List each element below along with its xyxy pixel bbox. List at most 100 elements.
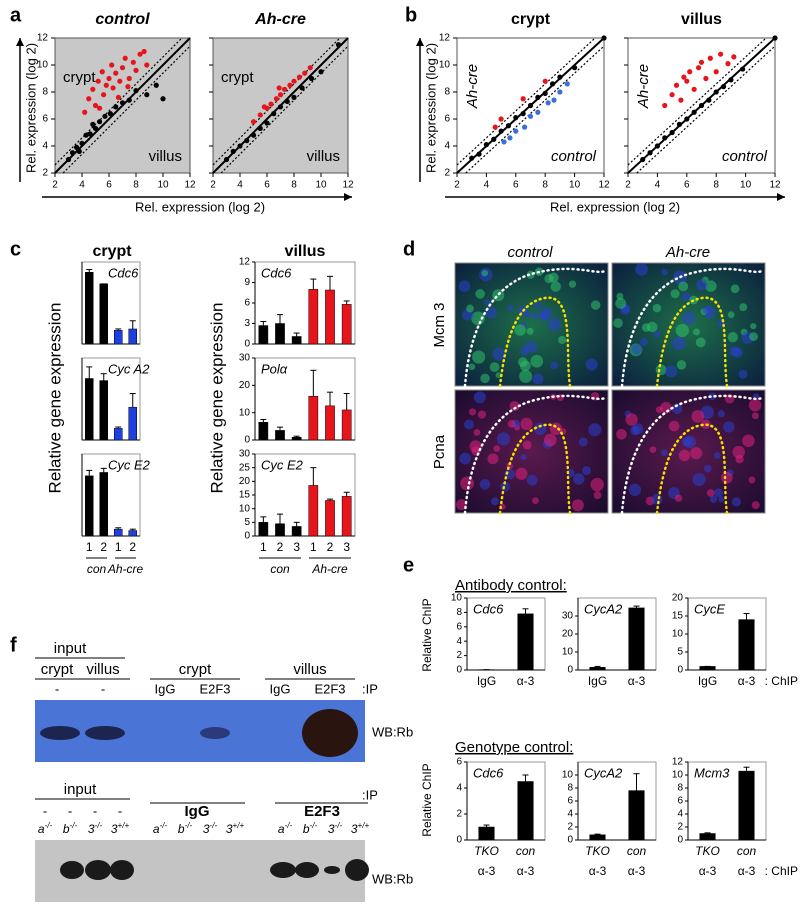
point (103, 82, 109, 88)
point (110, 85, 116, 91)
error-bar (100, 467, 107, 473)
nucleus (468, 363, 476, 371)
nucleus (748, 476, 756, 484)
diagonal (465, 45, 605, 174)
point (90, 121, 96, 127)
x-tick-label: 1 (310, 540, 317, 554)
nucleus (489, 362, 500, 373)
y-tick-label: 6 (42, 114, 48, 125)
y-tick-label: 9 (244, 277, 250, 288)
point (244, 138, 250, 144)
genotype-base: a (278, 822, 285, 836)
y-tick-label: 0 (244, 435, 250, 446)
nucleus (485, 306, 498, 319)
y-tick-label: 2 (456, 809, 462, 820)
y-tick-label: 25 (239, 462, 251, 473)
point (713, 89, 719, 95)
nucleus (723, 421, 735, 433)
point (572, 65, 578, 71)
point (83, 132, 89, 138)
error-bar (704, 832, 711, 834)
error-bar (293, 332, 300, 337)
chip-label: : ChIP (765, 674, 798, 688)
genotype-sup: -/- (160, 821, 168, 830)
genotype-sup: -/- (185, 821, 193, 830)
point (713, 69, 719, 75)
nucleus (717, 410, 725, 418)
bar (291, 526, 302, 537)
point (698, 102, 705, 109)
y-tick-label: 10 (672, 629, 684, 640)
y-tick-label: 0 (567, 665, 573, 676)
error-bar (310, 369, 317, 397)
point (268, 101, 274, 107)
error-bar (129, 320, 136, 329)
point (92, 125, 99, 132)
genotype-base: b (178, 822, 185, 836)
chart-title: Ah-cre (254, 11, 306, 28)
y-tick-label: 8 (567, 783, 573, 794)
y-tick-label: 6 (456, 621, 462, 632)
point (740, 66, 746, 72)
y-tick-label: 15 (672, 611, 684, 622)
outline (620, 394, 764, 515)
nucleus (540, 314, 547, 322)
bar (308, 396, 319, 441)
bar (99, 380, 108, 441)
point (250, 132, 257, 138)
y-tick-label: 2 (567, 822, 573, 833)
point (647, 150, 653, 156)
point (469, 155, 475, 161)
y-tick-label: 0 (244, 339, 250, 350)
nucleus (472, 350, 486, 364)
point (545, 100, 551, 106)
point (601, 35, 607, 41)
y-tick-label: 6 (456, 757, 462, 768)
bar (738, 770, 755, 841)
bar (738, 619, 755, 671)
y-tick-label: 20 (239, 476, 251, 487)
x-tick-label: 6 (513, 180, 519, 191)
point (476, 151, 482, 157)
bar (114, 330, 123, 345)
bar (258, 421, 269, 441)
nucleus (668, 420, 680, 432)
nucleus (571, 499, 584, 512)
nucleus (691, 409, 705, 423)
column-title: Ah-cre (665, 244, 710, 261)
genotype-base: 3 (203, 822, 210, 836)
nucleus (573, 473, 585, 485)
genotype: b-/- (63, 821, 78, 837)
heading: Antibody control: (455, 577, 567, 594)
point (133, 67, 139, 73)
point (107, 111, 113, 117)
point (557, 89, 563, 95)
band (85, 860, 111, 880)
nucleus (532, 373, 544, 385)
nucleus (727, 311, 735, 319)
nucleus (670, 289, 680, 299)
error-bar (743, 766, 750, 772)
bar (128, 328, 137, 345)
y-tick-label: 15 (239, 490, 251, 501)
lane-mark: - (118, 803, 122, 818)
error-bar (594, 665, 601, 668)
nucleus (738, 369, 748, 379)
chart-title: Cdc6 (473, 765, 504, 780)
point (491, 136, 497, 142)
bar (699, 833, 716, 841)
ip-label: :IP (362, 787, 378, 802)
nucleus (692, 472, 706, 487)
bar (478, 826, 495, 841)
nucleus (490, 497, 499, 506)
genotype: 3-/- (203, 821, 218, 837)
panel-label: c (10, 238, 21, 260)
nucleus (526, 474, 538, 486)
chart-title: crypt (511, 11, 551, 28)
outline (655, 296, 729, 388)
nucleus (676, 360, 687, 370)
arrow-head (416, 38, 424, 46)
y-tick-label: 0 (567, 835, 573, 846)
nucleus (477, 410, 487, 419)
point (74, 144, 80, 150)
